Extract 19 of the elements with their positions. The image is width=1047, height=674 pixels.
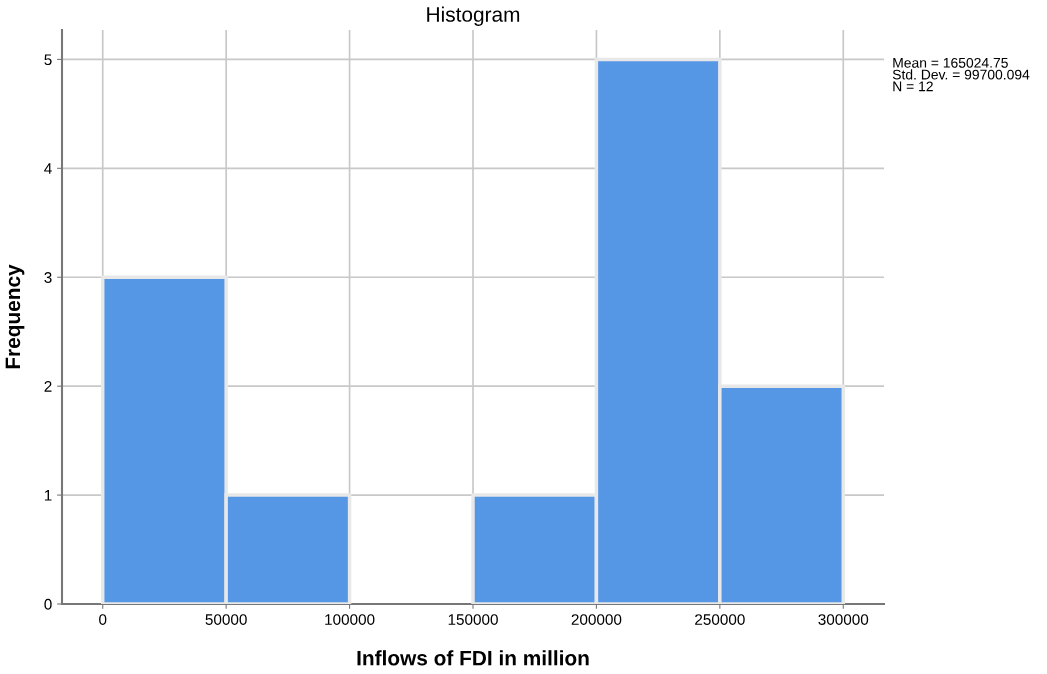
- y-axis-title: Frequency: [5, 264, 25, 369]
- y-tick-label: 2: [44, 381, 52, 392]
- chart-title: Histogram: [427, 6, 520, 26]
- x-tick-label: 150000: [448, 614, 498, 625]
- y-tick-label: 3: [44, 272, 52, 283]
- x-tick-label: 300000: [818, 614, 869, 625]
- text: Mean = 165024.75: [893, 57, 1008, 68]
- y-tick-label: 5: [44, 54, 52, 66]
- x-axis-title: Inflows of FDI in million: [357, 650, 589, 666]
- x-tick-label: 250000: [695, 614, 745, 625]
- y-tick-label: 1: [44, 490, 52, 501]
- x-tick-label: 200000: [571, 614, 622, 625]
- x-tick-label: 50000: [205, 614, 247, 625]
- text: Std. Dev. = 99700.094: [892, 69, 1030, 80]
- x-tick-label: 0: [99, 614, 107, 625]
- y-tick-label: 0: [44, 598, 52, 610]
- y-tick-label: 4: [44, 163, 52, 174]
- x-tick-label: 100000: [325, 614, 375, 625]
- text: N = 12: [893, 81, 933, 92]
